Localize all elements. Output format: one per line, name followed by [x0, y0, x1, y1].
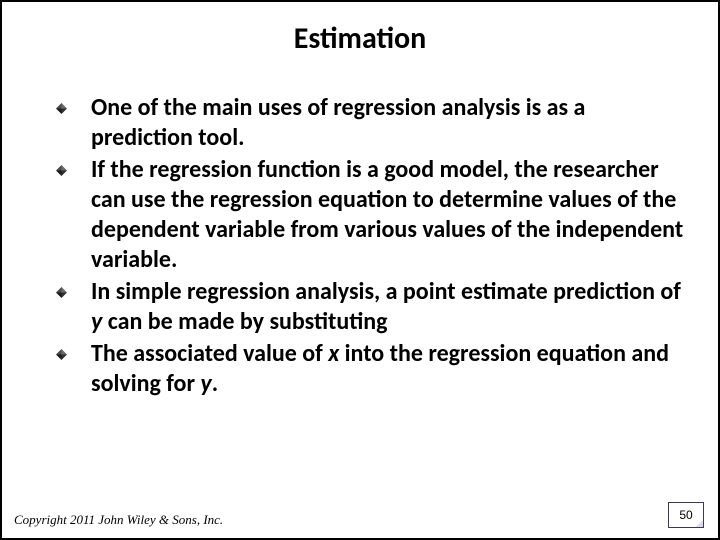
list-item: The associated value of x into the regre…: [56, 339, 690, 399]
bullet-list: One of the main uses of regression analy…: [30, 93, 690, 399]
copyright-footer: Copyright 2011 John Wiley & Sons, Inc.: [14, 512, 223, 528]
slide-container: Estimation One of the main uses of regre…: [0, 0, 720, 540]
list-item: If the regression function is a good mod…: [56, 155, 690, 275]
page-number: 50: [679, 508, 692, 522]
bullet-icon: [56, 349, 67, 360]
list-item: In simple regression analysis, a point e…: [56, 277, 690, 337]
slide-title: Estimation: [30, 20, 690, 57]
page-number-badge: 50: [668, 502, 704, 528]
bullet-text: In simple regression analysis, a point e…: [91, 277, 690, 337]
bullet-icon: [56, 165, 67, 176]
bullet-text: If the regression function is a good mod…: [91, 155, 690, 275]
bullet-icon: [56, 103, 67, 114]
bullet-text: The associated value of x into the regre…: [91, 339, 690, 399]
bullet-text: One of the main uses of regression analy…: [91, 93, 690, 153]
bullet-icon: [56, 287, 67, 298]
list-item: One of the main uses of regression analy…: [56, 93, 690, 153]
